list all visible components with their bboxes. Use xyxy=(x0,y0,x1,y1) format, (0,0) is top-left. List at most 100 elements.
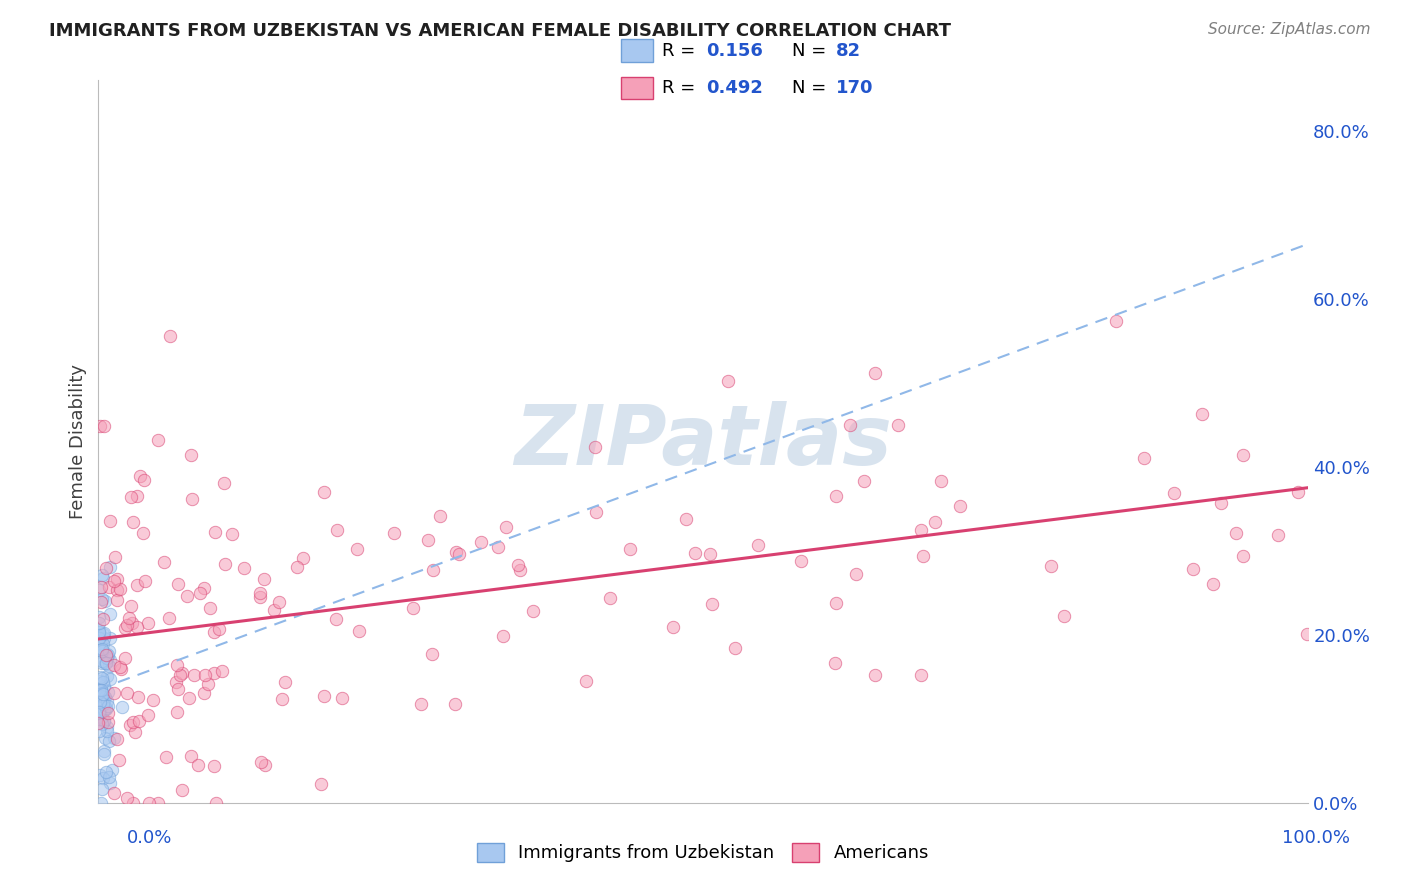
Point xyxy=(314,689,336,703)
Point xyxy=(233,561,256,575)
Point xyxy=(202,759,225,773)
Point xyxy=(114,621,136,635)
Point xyxy=(142,693,165,707)
Point xyxy=(446,545,468,559)
Point xyxy=(91,654,114,668)
Point xyxy=(134,473,156,487)
Point xyxy=(103,686,125,700)
Point xyxy=(204,524,226,539)
Point xyxy=(93,747,115,761)
Point xyxy=(94,657,117,671)
Point xyxy=(108,660,131,674)
Point xyxy=(90,568,112,582)
Point xyxy=(90,682,112,697)
Point xyxy=(124,725,146,739)
Point xyxy=(1209,496,1232,510)
Point xyxy=(165,674,187,689)
Point xyxy=(97,770,120,784)
Point xyxy=(575,674,598,689)
Point xyxy=(98,559,121,574)
Point xyxy=(118,718,141,732)
Point xyxy=(910,667,932,681)
Point xyxy=(127,690,149,705)
Point xyxy=(117,618,139,632)
Point xyxy=(90,594,112,608)
Point xyxy=(96,648,118,662)
Point xyxy=(91,688,114,702)
Point xyxy=(96,724,118,739)
Y-axis label: Female Disability: Female Disability xyxy=(69,364,87,519)
Point xyxy=(87,625,110,640)
Point xyxy=(825,596,848,610)
Point xyxy=(912,549,935,563)
Text: N =: N = xyxy=(792,79,832,97)
Point xyxy=(125,490,148,504)
Point xyxy=(170,665,193,680)
Point xyxy=(94,701,117,715)
Point xyxy=(138,796,160,810)
Point xyxy=(522,604,544,618)
Point xyxy=(169,668,191,682)
Point xyxy=(212,476,235,491)
Point xyxy=(98,776,121,790)
Point xyxy=(148,796,170,810)
Point xyxy=(662,620,685,634)
Point xyxy=(89,673,111,688)
Point xyxy=(1267,528,1289,542)
Point xyxy=(89,683,111,698)
Point xyxy=(214,558,236,572)
Point xyxy=(87,582,110,597)
Point xyxy=(683,546,706,560)
Point xyxy=(382,525,405,540)
Point xyxy=(887,418,910,433)
Text: 170: 170 xyxy=(837,79,873,97)
Point xyxy=(1040,559,1063,574)
Point xyxy=(89,705,111,719)
Point xyxy=(314,484,336,499)
Point xyxy=(159,329,181,343)
Point xyxy=(486,540,509,554)
Point xyxy=(127,578,149,592)
Point xyxy=(93,626,115,640)
Point xyxy=(128,714,150,728)
Point xyxy=(1163,485,1185,500)
Point xyxy=(89,419,111,434)
FancyBboxPatch shape xyxy=(621,77,652,99)
Point xyxy=(89,706,111,720)
Point xyxy=(931,474,953,488)
Point xyxy=(193,686,215,700)
Point xyxy=(103,657,125,672)
Point xyxy=(211,665,233,679)
Point xyxy=(839,417,862,432)
Point xyxy=(346,542,368,557)
Point xyxy=(824,656,846,670)
Legend: Immigrants from Uzbekistan, Americans: Immigrants from Uzbekistan, Americans xyxy=(477,843,929,863)
Point xyxy=(583,440,606,454)
Text: 0.0%: 0.0% xyxy=(127,830,172,847)
Point xyxy=(97,580,120,594)
Point xyxy=(90,580,112,594)
Point xyxy=(188,586,211,600)
Point xyxy=(100,632,122,646)
Point xyxy=(1232,549,1254,564)
Point xyxy=(197,677,219,691)
Point xyxy=(91,641,114,656)
Point xyxy=(93,418,115,433)
Point xyxy=(87,684,110,698)
Point xyxy=(202,666,225,681)
Point xyxy=(1286,484,1309,499)
Point xyxy=(585,505,607,519)
Point xyxy=(121,615,143,630)
Point xyxy=(1225,526,1247,541)
Point xyxy=(93,679,115,693)
Point xyxy=(94,731,117,745)
Point xyxy=(91,781,114,796)
Point xyxy=(134,574,156,588)
Point xyxy=(675,512,697,526)
Point xyxy=(120,599,142,613)
Point xyxy=(98,607,121,621)
Point xyxy=(1053,609,1076,624)
Point xyxy=(1133,450,1156,465)
Point xyxy=(845,566,868,581)
Point xyxy=(91,571,114,585)
